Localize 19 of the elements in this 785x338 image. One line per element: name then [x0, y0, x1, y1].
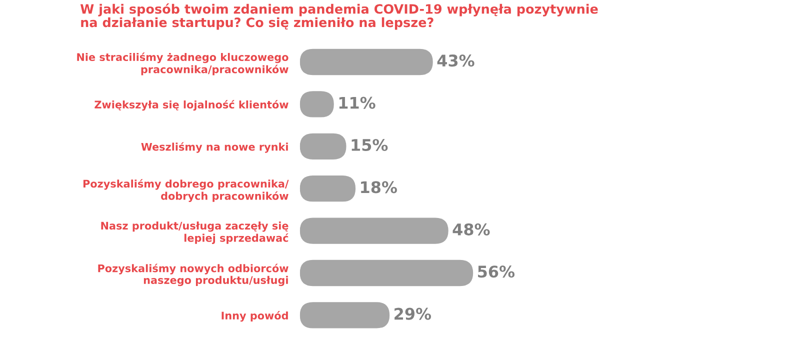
data-label: 15%: [352, 138, 388, 152]
bar: [300, 302, 390, 328]
data-label: 56%: [478, 266, 515, 278]
y-tick-label: Pozyskaliśmy dobrego pracownika/ dobrych pracowników: [83, 179, 289, 202]
y-tick-label: Zwiększyła się lojalność klientów: [94, 100, 288, 111]
y-tick-label: Weszliśmy na nowe rynki: [141, 142, 288, 153]
bar: [300, 218, 448, 244]
data-label: 18%: [361, 181, 397, 194]
y-tick-label: Pozyskaliśmy nowych odbiorców naszego produktu/usługi: [98, 264, 288, 286]
bar: [300, 48, 433, 76]
y-tick-label: Inny powód: [222, 311, 288, 322]
data-label: 48%: [452, 223, 490, 236]
chart-title: W jaki sposób twoim zdaniem pandemia COVID-19 wpłynęła pozytywnie na działanie startupu? Co się zmieniło na lepsze?: [80, 3, 598, 30]
data-label: 29%: [394, 308, 432, 320]
data-label: 43%: [437, 54, 474, 67]
bar: [300, 260, 474, 286]
y-tick-label: Nie straciliśmy żadnego kluczowego pracownika/pracowników: [77, 52, 288, 76]
y-tick-label: Nasz produkt/usługa zaczęły się lepiej sprzedawać: [101, 222, 288, 244]
data-label: 11%: [339, 96, 376, 109]
